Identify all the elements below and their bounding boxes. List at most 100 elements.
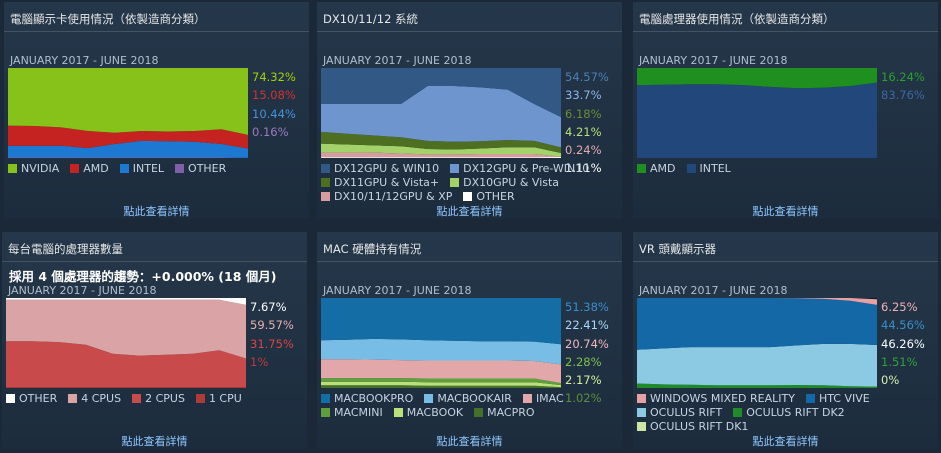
series-area-2-cpus xyxy=(6,341,246,388)
cpu-count-stacked-area-chart xyxy=(6,298,246,388)
series-percentage: 1.02% xyxy=(565,391,602,406)
view-details-link[interactable]: 點此查看詳情 xyxy=(121,435,188,448)
gpu-vendor-legend: NVIDIA AMD INTEL OTHER xyxy=(8,162,308,176)
legend-swatch xyxy=(68,394,78,403)
series-area-intel xyxy=(8,140,248,158)
cpu-count-legend: OTHER 4 CPUS 2 CPUS 1 CPU xyxy=(6,392,306,406)
series-percentage: 7.67% xyxy=(250,300,287,314)
series-percentage: 1.51% xyxy=(881,354,918,369)
legend-swatch xyxy=(463,192,473,201)
series-area-dx10gpu-vista xyxy=(321,143,561,157)
gpu-vendor-title: 電腦顯示卡使用情況（依製造商分類） xyxy=(10,12,206,26)
legend-item: OTHER xyxy=(463,190,515,204)
series-percentage: 83.76% xyxy=(881,88,925,103)
legend-label: MACBOOK xyxy=(406,406,464,419)
date-range-label: JANUARY 2017 - JUNE 2018 xyxy=(323,284,472,297)
legend-label: NVIDIA xyxy=(21,162,60,175)
series-area-oculus-rift xyxy=(637,343,877,387)
legend-item: OCULUS RIFT xyxy=(637,406,722,420)
series-area-macpro xyxy=(321,385,561,388)
legend-label: 4 CPUS xyxy=(81,392,122,405)
mac-hardware-stacked-area-chart xyxy=(321,298,561,388)
series-percentage: 0.24% xyxy=(565,143,602,158)
cpu-count-chart xyxy=(6,298,246,388)
legend-label: OCULUS RIFT xyxy=(650,406,723,419)
view-details-link[interactable]: 點此查看詳情 xyxy=(752,205,819,218)
legend-swatch xyxy=(195,394,205,403)
view-details-link[interactable]: 點此查看詳情 xyxy=(123,205,190,218)
legend-label: MACMINI xyxy=(334,406,383,419)
mac-hardware-percentages: 51.38% 22.41% 20.74% 2.28% 2.17% 1.02% xyxy=(565,298,622,408)
gpu-vendor-panel: 電腦顯示卡使用情況（依製造商分類） JANUARY 2017 - JUNE 201… xyxy=(4,2,309,219)
dx-systems-legend: DX12GPU & WIN10 DX12GPU & Pre-WIN10 DX11GP… xyxy=(321,162,621,204)
gpu-vendor-stacked-area-chart xyxy=(8,68,248,158)
legend-item: MACBOOK xyxy=(393,406,464,420)
legend-label: DX12GPU & Pre-WIN10 xyxy=(463,162,590,175)
series-area-dx11gpu-vista- xyxy=(321,131,561,153)
dx-systems-percentages: 54.57% 33.7% 6.18% 4.21% 0.24% 1.11% xyxy=(565,68,622,178)
series-percentage: 15.08% xyxy=(252,88,296,103)
legend-swatch xyxy=(393,408,403,417)
legend-label: DX12GPU & WIN10 xyxy=(334,162,440,175)
cpu-vendor-panel: 電腦處理器使用情況（依製造商分類） JANUARY 2017 - JUNE 201… xyxy=(633,2,938,219)
legend-item: DX12GPU & Pre-WIN10 xyxy=(450,162,589,176)
legend-label: OTHER xyxy=(188,162,227,175)
legend-swatch xyxy=(522,394,532,403)
view-details-link[interactable]: 點此查看詳情 xyxy=(436,205,503,218)
date-range-label: JANUARY 2017 - JUNE 2018 xyxy=(639,284,788,297)
series-percentage: 51.38% xyxy=(565,300,609,314)
series-area-other xyxy=(6,298,246,305)
legend-label: 1 CPU xyxy=(208,392,242,405)
legend-item: MACBOOKAIR xyxy=(424,392,512,406)
title-separator xyxy=(4,31,309,32)
mac-hardware-panel: MAC 硬體持有情況 JANUARY 2017 - JUNE 2018 51.38%… xyxy=(317,232,622,449)
series-area-htc-vive xyxy=(637,298,877,350)
legend-label: AMD xyxy=(650,162,676,175)
legend-label: INTEL xyxy=(699,162,731,175)
vr-headsets-stacked-area-chart xyxy=(637,298,877,388)
legend-swatch xyxy=(8,164,17,173)
cpu-vendor-legend: AMD INTEL xyxy=(637,162,937,176)
series-area-macmini xyxy=(321,378,561,386)
legend-item: DX11GPU & Vista+ xyxy=(321,176,439,190)
cpu-vendor-title: 電腦處理器使用情況（依製造商分類） xyxy=(639,12,835,26)
title-separator xyxy=(633,31,938,32)
series-percentage: 6.18% xyxy=(565,106,602,121)
cpu-count-title: 每台電腦的處理器數量 xyxy=(8,242,123,256)
legend-swatch xyxy=(474,408,484,417)
legend-label: AMD xyxy=(83,162,109,175)
series-area-1-cpu xyxy=(6,387,246,388)
cpu-vendor-percentages: 16.24% 83.76% xyxy=(881,68,938,105)
legend-swatch xyxy=(321,178,330,187)
series-area-intel xyxy=(637,82,877,158)
series-area-macbookpro xyxy=(321,298,561,345)
series-percentage: 20.74% xyxy=(565,336,609,351)
legend-label: IMAC xyxy=(535,392,564,405)
legend-label: INTEL xyxy=(132,162,165,175)
legend-item: OCULUS RIFT DK2 xyxy=(733,406,845,420)
legend-swatch xyxy=(321,394,330,403)
series-area-dx10-11-12gpu-xp xyxy=(321,152,561,158)
legend-label: 2 CPUS xyxy=(145,392,185,405)
dx-systems-title: DX10/11/12 系統 xyxy=(323,12,419,26)
legend-swatch xyxy=(132,394,142,403)
legend-label: OCULUS RIFT DK2 xyxy=(746,406,845,419)
legend-swatch xyxy=(70,164,80,173)
gpu-vendor-percentages: 74.32% 15.08% 10.44% 0.16% xyxy=(252,68,309,141)
vr-headsets-percentages: 6.25% 44.56% 46.26% 1.51% 0% xyxy=(881,298,938,389)
legend-swatch xyxy=(733,408,743,417)
series-percentage: 2.28% xyxy=(565,354,602,369)
legend-label: WINDOWS MIXED REALITY xyxy=(650,392,795,405)
title-separator xyxy=(317,31,622,32)
legend-swatch xyxy=(637,394,646,403)
legend-label: MACBOOKPRO xyxy=(334,392,414,405)
series-area-other xyxy=(321,157,561,158)
legend-item: INTEL xyxy=(686,162,731,176)
legend-item: 2 CPUS xyxy=(132,392,185,406)
legend-item: 4 CPUS xyxy=(68,392,121,406)
view-details-link[interactable]: 點此查看詳情 xyxy=(752,435,819,448)
mac-hardware-title: MAC 硬體持有情況 xyxy=(323,242,422,256)
vr-headsets-panel: VR 頭戴顯示器 JANUARY 2017 - JUNE 2018 6.25% 44.… xyxy=(633,232,938,449)
series-percentage: 74.32% xyxy=(252,70,296,84)
view-details-link[interactable]: 點此查看詳情 xyxy=(436,435,503,448)
